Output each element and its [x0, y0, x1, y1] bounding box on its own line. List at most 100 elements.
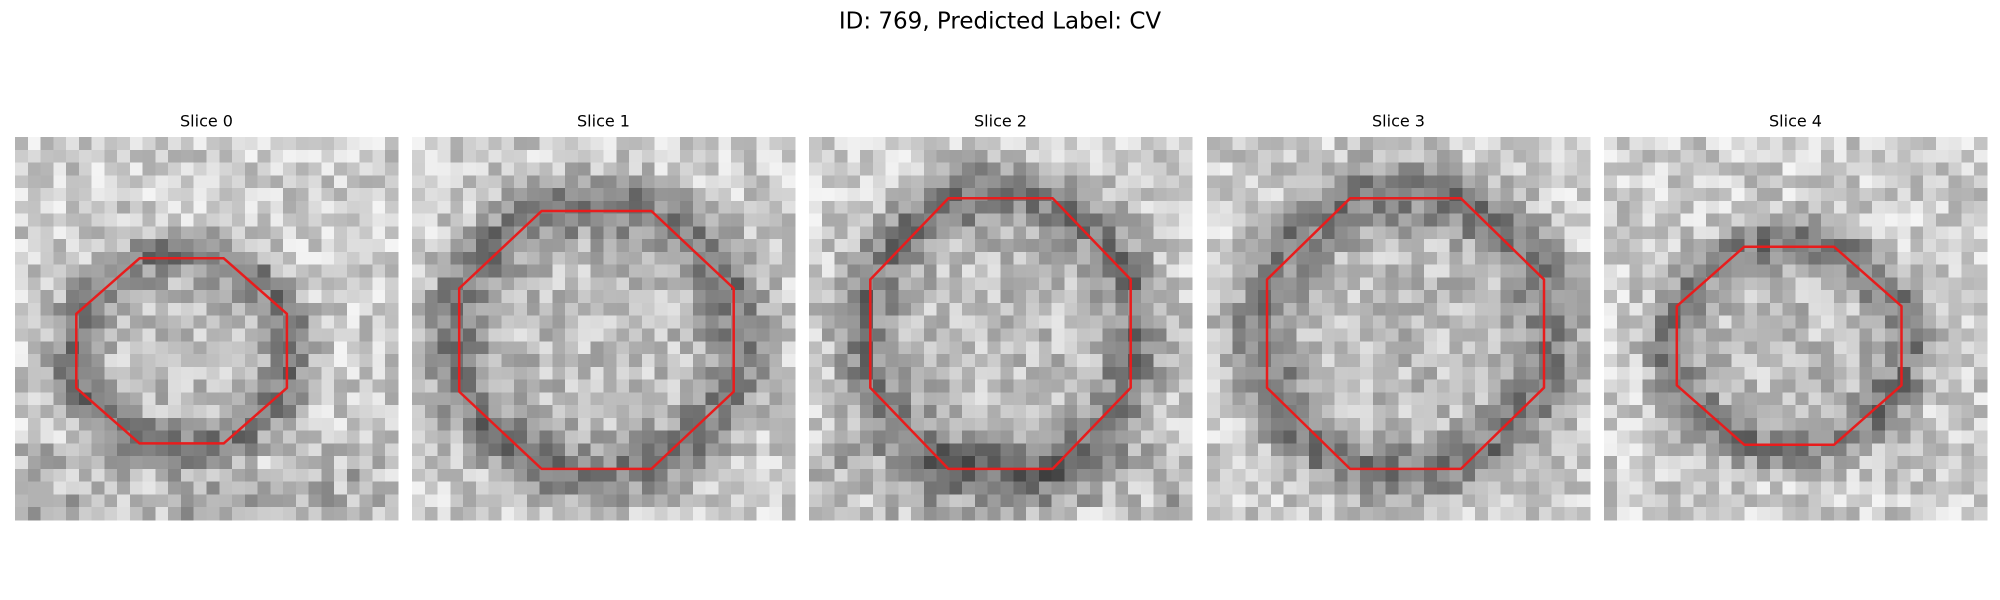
pixel: [1000, 200, 1014, 215]
pixel: [1974, 213, 1988, 227]
pixel: [1808, 251, 1822, 266]
pixel: [1833, 264, 1848, 279]
pixel: [1616, 213, 1631, 227]
pixel: [629, 137, 643, 151]
pixel: [1872, 417, 1886, 432]
pixel: [308, 341, 322, 355]
pixel: [629, 494, 643, 508]
pixel: [450, 443, 464, 457]
pixel: [1140, 226, 1155, 240]
pixel: [155, 417, 169, 432]
pixel: [1051, 494, 1065, 508]
pixel: [1538, 366, 1553, 381]
pixel: [974, 213, 989, 227]
pixel: [1833, 481, 1848, 496]
pixel: [1487, 341, 1502, 355]
pixel: [962, 366, 976, 381]
pixel: [1283, 200, 1297, 215]
pixel: [1538, 430, 1553, 444]
pixel: [1334, 430, 1349, 444]
pixel: [1526, 162, 1540, 176]
pixel: [962, 213, 976, 227]
pixel: [308, 417, 322, 432]
pixel: [1140, 417, 1155, 432]
pixel: [117, 175, 131, 189]
pixel: [1153, 494, 1168, 508]
pixel: [1667, 481, 1682, 496]
pixel: [334, 379, 348, 393]
pixel: [321, 392, 335, 406]
pixel: [385, 405, 399, 419]
pixel: [743, 392, 758, 406]
pixel: [667, 354, 681, 368]
pixel: [1232, 392, 1246, 406]
pixel: [1321, 302, 1336, 317]
pixel: [1436, 251, 1451, 266]
pixel: [463, 251, 477, 266]
pixel: [847, 379, 861, 393]
pixel: [821, 354, 836, 368]
pixel: [1283, 162, 1297, 176]
pixel: [1334, 277, 1349, 291]
pixel: [334, 302, 348, 317]
pixel: [270, 175, 284, 189]
pixel: [1693, 481, 1707, 496]
pixel: [1051, 354, 1065, 368]
pixel: [206, 366, 220, 381]
pixel: [1655, 328, 1669, 342]
pixel: [898, 328, 912, 342]
pixel: [193, 162, 208, 176]
pixel: [577, 494, 592, 508]
pixel: [1821, 162, 1835, 176]
pixel: [1449, 251, 1463, 266]
pixel: [974, 290, 989, 304]
pixel: [437, 162, 451, 176]
pixel: [295, 290, 310, 304]
pixel: [1680, 213, 1694, 227]
pixel: [40, 137, 54, 151]
pixel: [1128, 430, 1142, 444]
pixel: [1948, 277, 1963, 291]
pixel: [1655, 468, 1669, 483]
pixel: [629, 264, 643, 279]
pixel: [680, 137, 694, 151]
pixel: [1372, 315, 1387, 330]
pixel: [244, 226, 259, 240]
pixel: [450, 239, 464, 253]
pixel: [1500, 494, 1514, 508]
pixel: [1513, 315, 1527, 330]
pixel: [514, 354, 528, 368]
pixel: [1667, 239, 1682, 253]
pixel: [616, 443, 630, 457]
pixel: [78, 507, 93, 521]
pixel: [809, 443, 823, 457]
pixel: [1974, 341, 1988, 355]
pixel: [1538, 468, 1553, 483]
pixel: [603, 137, 617, 151]
pixel: [78, 162, 93, 176]
pixel: [885, 188, 899, 202]
pixel: [1846, 302, 1860, 317]
pixel: [1398, 162, 1412, 176]
pixel: [1309, 315, 1323, 330]
pixel: [1207, 302, 1221, 317]
pixel: [1321, 430, 1336, 444]
pixel: [1526, 277, 1540, 291]
pixel: [1411, 468, 1425, 483]
pixel: [911, 417, 925, 432]
pixel: [206, 264, 220, 279]
pixel: [1270, 213, 1285, 227]
pixel: [821, 341, 836, 355]
pixel: [193, 443, 208, 457]
pixel: [769, 392, 783, 406]
pixel: [1207, 137, 1221, 151]
pixel: [1693, 290, 1707, 304]
pixel: [1347, 302, 1361, 317]
pixel: [834, 417, 848, 432]
pixel: [1245, 290, 1259, 304]
pixel: [168, 149, 182, 164]
pixel: [692, 264, 707, 279]
pixel: [1436, 226, 1451, 240]
pixel: [1693, 341, 1707, 355]
pixel: [603, 226, 617, 240]
